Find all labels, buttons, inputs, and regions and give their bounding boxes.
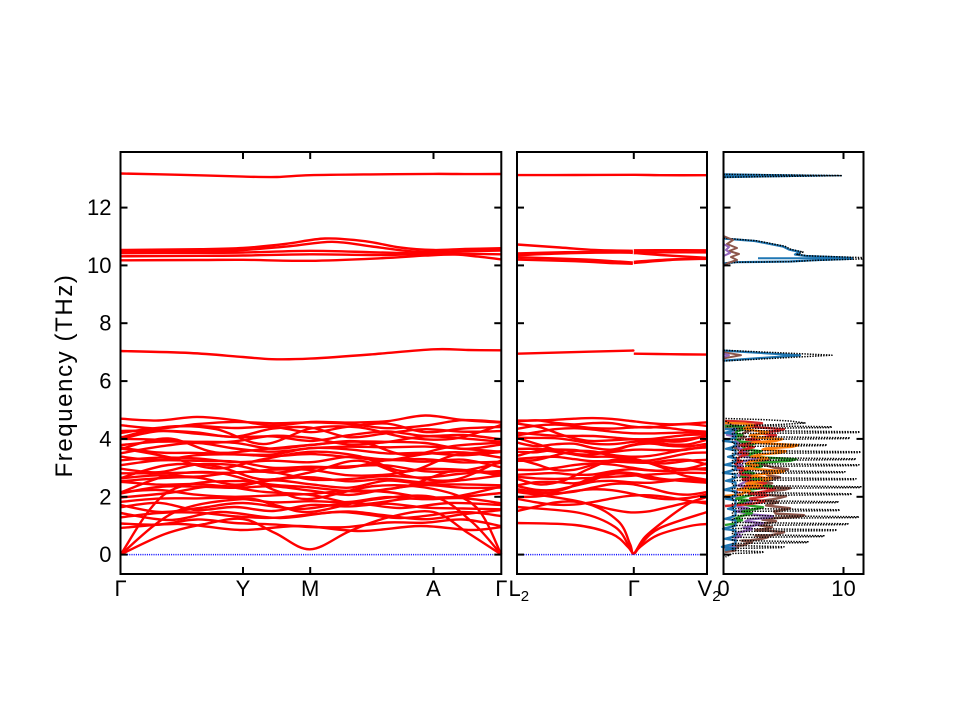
svg-text:Y: Y [236, 576, 251, 601]
svg-text:10: 10 [87, 253, 111, 278]
svg-text:0: 0 [99, 542, 111, 567]
svg-text:M: M [301, 576, 319, 601]
svg-text:0: 0 [717, 576, 729, 601]
svg-text:2: 2 [99, 484, 111, 509]
svg-text:10: 10 [831, 576, 855, 601]
svg-text:6: 6 [99, 369, 111, 394]
svg-text:A: A [426, 576, 441, 601]
svg-text:12: 12 [87, 195, 111, 220]
svg-text:8: 8 [99, 311, 111, 336]
svg-text:Γ: Γ [628, 576, 640, 601]
svg-text:4: 4 [99, 426, 111, 451]
svg-text:Γ: Γ [114, 576, 126, 601]
svg-text:Frequency (THz): Frequency (THz) [51, 273, 78, 477]
svg-text:Γ: Γ [495, 576, 507, 601]
